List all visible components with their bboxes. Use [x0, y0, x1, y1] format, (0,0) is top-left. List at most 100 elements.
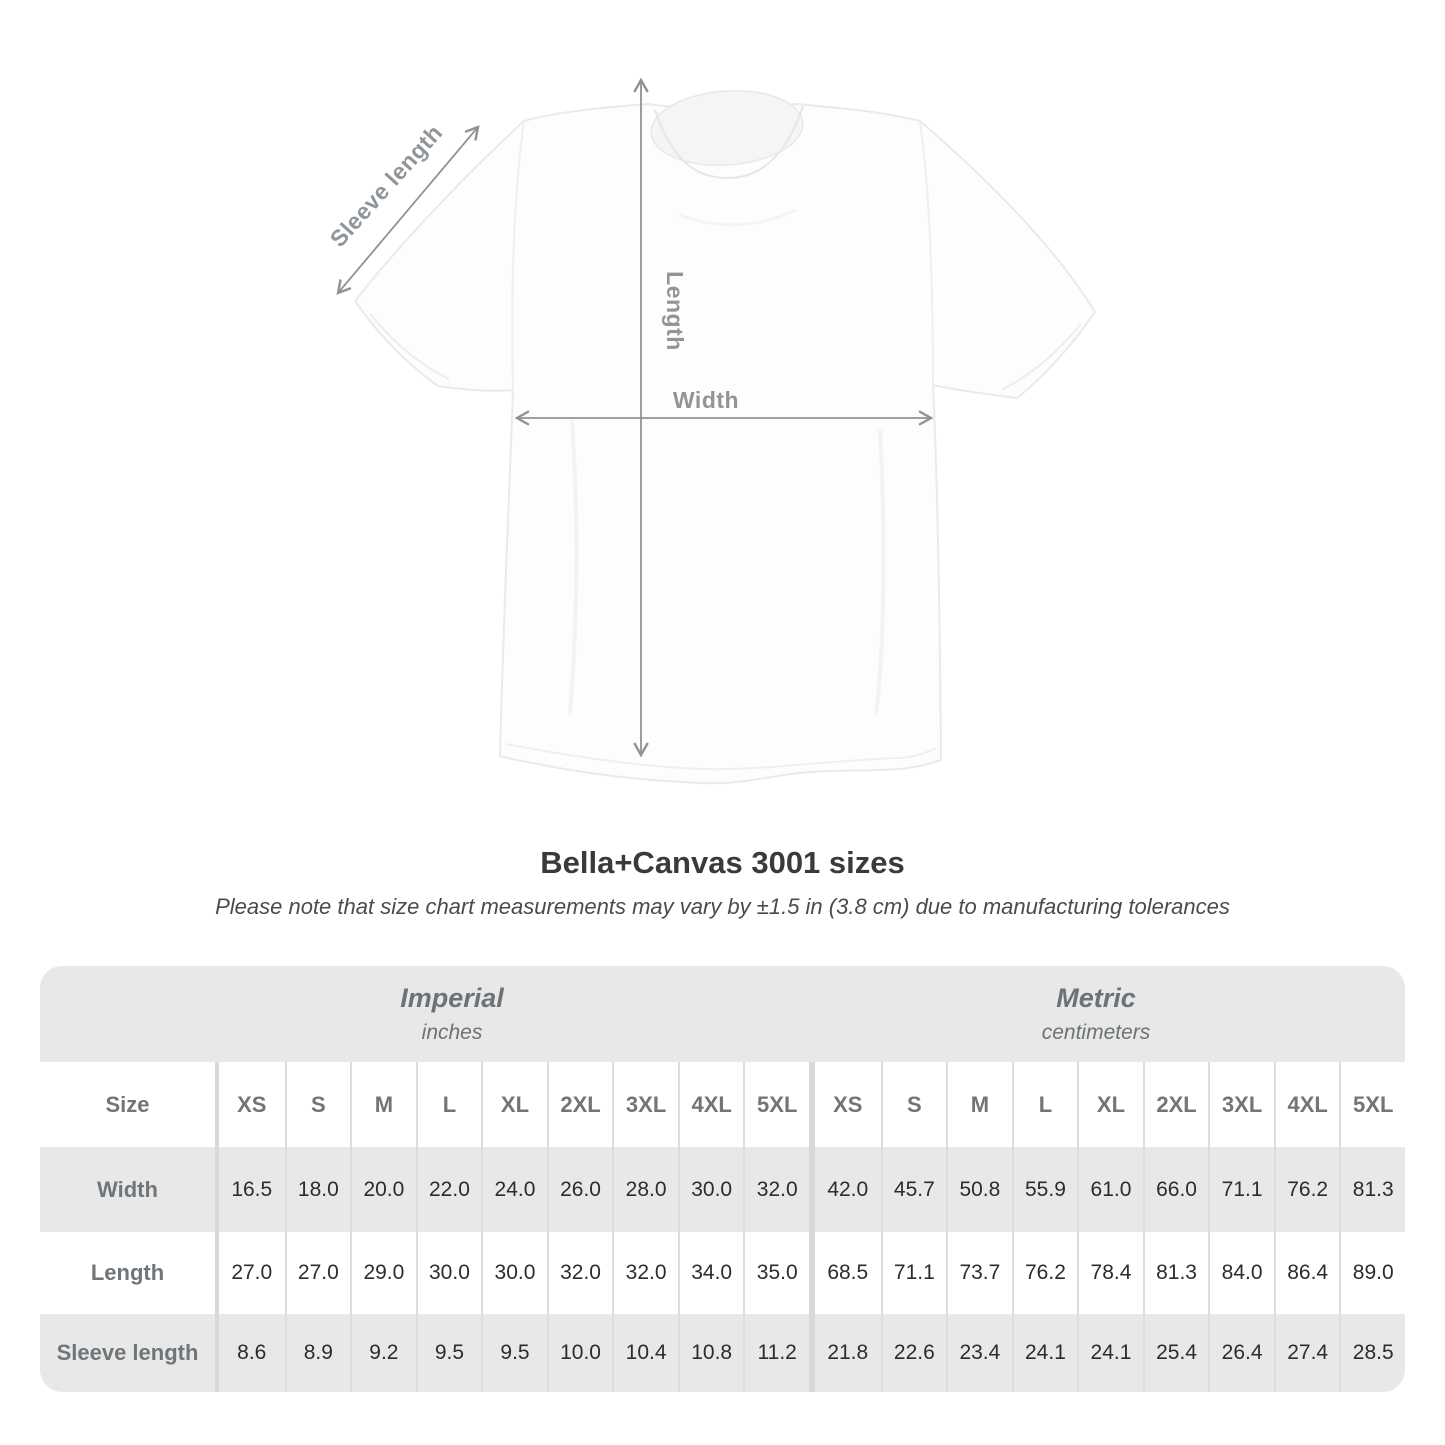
measurement-cell: 35.0 [743, 1232, 809, 1314]
measurement-cell: 45.7 [880, 1147, 947, 1232]
hem-seam [505, 743, 937, 771]
corner-label: Size [105, 1091, 150, 1117]
column-separator [809, 1062, 815, 1147]
size-col-header: L [415, 1062, 482, 1147]
measurement-cell: 30.0 [415, 1232, 482, 1314]
size-col-header: 5XL [743, 1062, 809, 1147]
collar-band-seam [654, 105, 804, 180]
measurement-cell: 25.4 [1142, 1314, 1209, 1392]
measurement-cell: 55.9 [1011, 1147, 1078, 1232]
size-col-header: 3XL [612, 1062, 678, 1147]
measurement-cell: 18.0 [284, 1147, 351, 1232]
size-col-header: M [946, 1062, 1012, 1147]
size-col-header: S [880, 1062, 947, 1147]
measurement-cell: 50.8 [946, 1147, 1012, 1232]
measurement-cell: 27.0 [231, 1261, 273, 1284]
fabric-fold [874, 429, 886, 716]
measurement-cell: 24.1 [1011, 1314, 1078, 1392]
page-title: Bella+Canvas 3001 sizes [540, 845, 905, 880]
imperial-unit: inches [421, 1021, 483, 1044]
measurement-cell: 42.0 [827, 1177, 869, 1201]
measurement-cell: 26.0 [546, 1147, 613, 1232]
size-col-header: XL [481, 1062, 547, 1147]
tolerance-note: Please note that size chart measurements… [215, 894, 1230, 919]
column-separator [809, 1147, 815, 1232]
measurement-cell: 61.0 [1077, 1147, 1143, 1232]
row-label: Sleeve length [56, 1340, 199, 1365]
size-col-header: 4XL [677, 1062, 744, 1147]
armhole-seam-right [919, 120, 934, 386]
imperial-label: Imperial [400, 983, 504, 1013]
length-label: Length [662, 271, 688, 351]
measurement-cell: 34.0 [677, 1232, 744, 1314]
measurement-cell: 76.2 [1011, 1232, 1078, 1314]
measurement-cell: 22.6 [880, 1314, 947, 1392]
size-header-row: Size XS S M L XL 2XL 3XL 4XL 5XL XS S M L XL 2XL 3XL 4XL 5… [40, 1062, 1405, 1147]
column-separator [809, 1314, 815, 1392]
size-col-header: XL [1077, 1062, 1143, 1147]
size-col-header: L [1011, 1062, 1078, 1147]
measurement-cell: 11.2 [743, 1314, 809, 1392]
measurement-cell: 10.0 [546, 1314, 613, 1392]
tshirt-measurement-diagram: Sleeve length Length Width [325, 77, 1096, 785]
measurement-cell: 89.0 [1339, 1232, 1405, 1314]
cuff-seam-left [369, 313, 450, 380]
measurement-cell: 71.1 [880, 1232, 947, 1314]
measurement-cell: 78.4 [1077, 1232, 1143, 1314]
row-label: Length [90, 1260, 165, 1285]
measurement-cell: 16.5 [231, 1177, 273, 1201]
armhole-seam-left [511, 120, 525, 391]
measurement-cell: 10.8 [677, 1314, 744, 1392]
measurement-cell: 32.0 [743, 1147, 809, 1232]
measurement-cell: 84.0 [1208, 1232, 1274, 1314]
column-separator [215, 1062, 219, 1147]
width-label: Width [673, 387, 739, 413]
column-separator [215, 1314, 219, 1392]
measurement-cell: 86.4 [1273, 1232, 1340, 1314]
measurement-cell: 21.8 [827, 1341, 869, 1364]
size-col-header: 5XL [1339, 1062, 1405, 1147]
row-label: Width [97, 1176, 158, 1202]
measurement-cell: 9.5 [481, 1314, 547, 1392]
size-col-header: S [284, 1062, 351, 1147]
size-col-header: 2XL [1142, 1062, 1209, 1147]
metric-label: Metric [1056, 983, 1136, 1013]
measurement-cell: 81.3 [1339, 1147, 1405, 1232]
tshirt-illustration [354, 89, 1096, 785]
measurement-cell: 8.6 [237, 1341, 267, 1364]
measurement-cell: 71.1 [1208, 1147, 1274, 1232]
measurement-cell: 68.5 [827, 1261, 869, 1284]
metric-unit: centimeters [1041, 1021, 1151, 1044]
cuff-seam-right [1002, 323, 1082, 390]
measurement-cell: 28.5 [1339, 1314, 1405, 1392]
measurement-cell: 27.4 [1273, 1314, 1340, 1392]
measurement-cell: 26.4 [1208, 1314, 1274, 1392]
measurement-cell: 73.7 [946, 1232, 1012, 1314]
measurement-cell: 8.9 [284, 1314, 351, 1392]
fabric-fold [679, 208, 796, 227]
size-col-header: 3XL [1208, 1062, 1274, 1147]
column-separator [809, 1232, 815, 1314]
size-col-header: XS [833, 1091, 863, 1117]
size-table-rows: Size XS S M L XL 2XL 3XL 4XL 5XL XS S M L XL 2XL 3XL 4XL 5… [40, 1062, 1405, 1392]
measurement-cell: 22.0 [415, 1147, 482, 1232]
measurement-cell: 81.3 [1142, 1232, 1209, 1314]
measurement-cell: 66.0 [1142, 1147, 1209, 1232]
unit-header-band: Imperial inches Metric centimeters [40, 966, 1405, 1062]
measurement-row: Sleeve length 8.6 8.9 9.2 9.5 9.5 10.0 10.4 10.8… [40, 1314, 1405, 1392]
size-col-header: M [350, 1062, 416, 1147]
collar-opening [650, 89, 804, 167]
measurement-cell: 29.0 [350, 1232, 416, 1314]
measurement-cell: 27.0 [284, 1232, 351, 1314]
sleeve-length-arrow [336, 125, 480, 295]
size-col-header: XS [237, 1091, 267, 1117]
metric-header: Metric centimeters [1042, 983, 1151, 1045]
measurement-cell: 9.5 [415, 1314, 482, 1392]
imperial-header: Imperial inches [400, 983, 504, 1045]
column-separator [215, 1232, 219, 1314]
measurement-cell: 24.0 [481, 1147, 547, 1232]
measurement-arrows [336, 77, 934, 758]
size-col-header: 2XL [546, 1062, 613, 1147]
measurement-row: Length 27.0 27.0 29.0 30.0 30.0 32.0 32.0 34.0 35… [40, 1232, 1405, 1314]
measurement-cell: 23.4 [946, 1314, 1012, 1392]
